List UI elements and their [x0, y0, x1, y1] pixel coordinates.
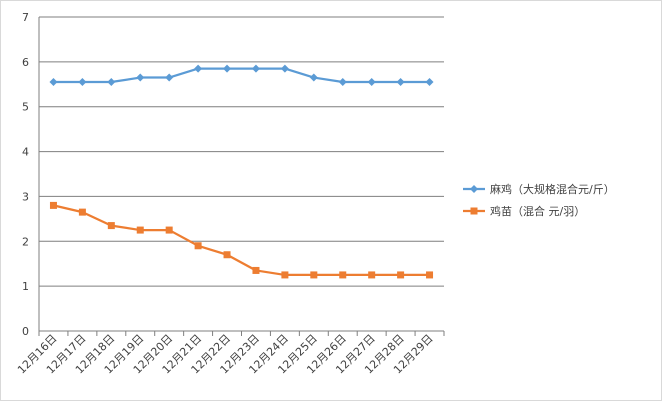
legend-item: 麻鸡（大规格混合元/斤）	[463, 182, 615, 196]
series-line	[53, 204, 430, 277]
y-tick-label: 0	[22, 325, 29, 338]
data-point-square	[223, 251, 231, 259]
data-point-diamond	[338, 78, 347, 87]
data-point-square	[136, 226, 144, 234]
data-point-diamond	[223, 64, 232, 73]
data-point-square	[368, 271, 376, 279]
y-tick-label: 3	[22, 190, 29, 203]
data-point-square	[165, 226, 173, 234]
series-group	[49, 64, 434, 279]
axes	[38, 17, 445, 336]
data-point-diamond	[309, 73, 318, 82]
data-point-diamond	[165, 73, 174, 82]
y-axis-ticks: 0 1 2 3 4 5 6 7	[22, 11, 29, 338]
data-point-square	[310, 271, 318, 279]
legend-label: 鸡苗（混合 元/羽）	[490, 204, 585, 218]
series-line	[53, 67, 430, 84]
legend: 麻鸡（大规格混合元/斤） 鸡苗（混合 元/羽）	[463, 182, 615, 218]
data-point-square	[339, 271, 347, 279]
data-point-diamond	[367, 78, 376, 87]
y-tick-label: 1	[22, 280, 29, 293]
data-point-diamond	[251, 64, 260, 73]
data-point-diamond	[49, 78, 58, 87]
x-axis-ticks: 12月16日12月17日12月18日12月19日12月20日12月21日12月2…	[15, 332, 436, 377]
series-1	[49, 64, 434, 87]
data-point-diamond	[425, 78, 434, 87]
data-point-square	[281, 271, 289, 279]
y-tick-label: 7	[22, 11, 29, 24]
data-point-square	[78, 208, 86, 216]
legend-marker	[470, 185, 478, 193]
legend-item: 鸡苗（混合 元/羽）	[463, 204, 585, 218]
data-point-diamond	[396, 78, 405, 87]
data-point-square	[107, 222, 115, 230]
data-point-square	[397, 271, 405, 279]
data-point-square	[426, 271, 434, 279]
legend-marker	[470, 207, 478, 215]
data-point-diamond	[280, 64, 289, 73]
data-point-diamond	[194, 64, 203, 73]
series-2	[49, 201, 434, 279]
legend-label: 麻鸡（大规格混合元/斤）	[490, 182, 615, 196]
gridlines	[39, 16, 444, 287]
y-tick-label: 5	[22, 101, 29, 114]
y-tick-label: 2	[22, 235, 29, 248]
y-tick-label: 4	[22, 146, 29, 159]
data-point-square	[252, 266, 260, 274]
data-point-diamond	[107, 78, 116, 87]
y-tick-label: 6	[22, 56, 29, 69]
data-point-diamond	[78, 78, 87, 87]
data-point-square	[49, 201, 57, 209]
data-point-square	[194, 242, 202, 250]
data-point-diamond	[136, 73, 145, 82]
